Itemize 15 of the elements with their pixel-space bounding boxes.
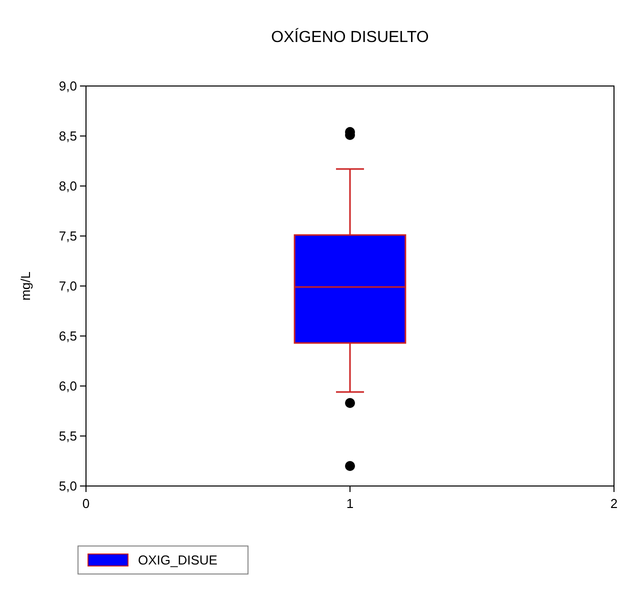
y-tick-label: 8,0: [58, 178, 77, 194]
x-tick-label: 0: [82, 496, 90, 511]
y-tick-label: 6,5: [58, 328, 77, 344]
y-tick-label: 5,5: [58, 428, 77, 444]
y-axis-title: mg/L: [18, 272, 33, 300]
y-tick-label: 8,5: [58, 128, 77, 144]
y-tick-label: 5,0: [58, 478, 77, 494]
y-tick-label: 9,0: [58, 78, 77, 94]
x-tick-label: 1: [346, 496, 354, 511]
chart-title: OXÍGENO DISUELTO: [271, 28, 429, 46]
x-tick-label: 2: [610, 496, 618, 511]
legend-label: OXIG_DISUE: [138, 552, 218, 568]
y-tick-label: 7,0: [58, 278, 77, 294]
y-tick-label: 6,0: [58, 378, 77, 394]
y-tick-label: 7,5: [58, 228, 77, 244]
